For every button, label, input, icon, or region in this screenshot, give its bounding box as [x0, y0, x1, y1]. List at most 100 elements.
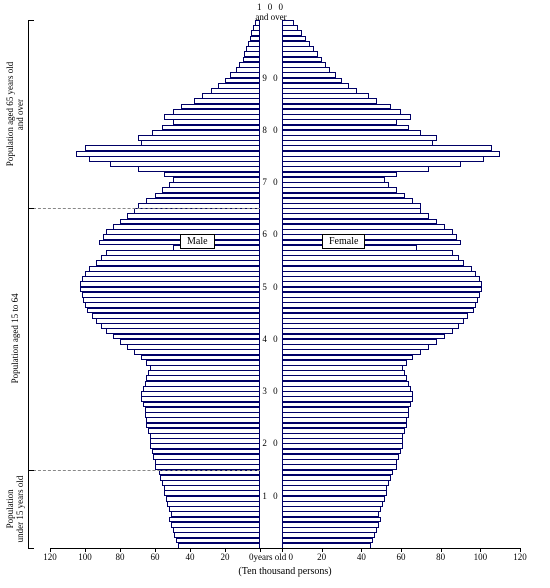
female-bar	[282, 292, 480, 298]
male-bar	[148, 370, 260, 376]
female-bar	[282, 271, 476, 277]
female-bar	[282, 334, 445, 340]
female-bar	[282, 302, 476, 308]
female-bar	[282, 349, 421, 355]
male-bar	[143, 386, 260, 392]
x-tick-label: 80	[436, 552, 445, 562]
male-bar	[173, 527, 261, 533]
male-bar	[243, 57, 261, 63]
male-bar	[150, 433, 260, 439]
male-bar	[244, 51, 260, 57]
female-bar	[282, 381, 409, 387]
female-bar	[282, 375, 407, 381]
female-bar	[282, 412, 409, 418]
female-bar	[282, 213, 429, 219]
x-tick-label: 40	[357, 552, 366, 562]
female-bar	[282, 423, 407, 429]
male-bar	[85, 271, 260, 277]
y-top-label: 1 0 0	[257, 2, 285, 12]
female-bar	[282, 177, 385, 183]
male-bar	[250, 36, 261, 42]
male-bar	[150, 443, 260, 449]
male-bar	[145, 412, 261, 418]
female-bar	[282, 370, 405, 376]
female-bar	[282, 438, 403, 444]
x-tick-label: 20	[317, 552, 326, 562]
female-bar	[282, 145, 492, 151]
female-bar	[282, 30, 302, 36]
female-bar	[282, 355, 413, 361]
female-bar	[282, 172, 397, 178]
female-bar	[282, 417, 407, 423]
female-bar	[282, 250, 453, 256]
female-bar	[282, 517, 381, 523]
female-bar	[282, 62, 326, 68]
female-bar	[282, 166, 429, 172]
male-bar	[87, 308, 260, 314]
male-bar	[218, 83, 260, 89]
male-bar	[251, 30, 260, 36]
male-bar	[83, 297, 260, 303]
female-label: Female	[322, 234, 365, 249]
male-bar	[141, 391, 260, 397]
female-bar	[282, 443, 403, 449]
group-divider	[28, 470, 260, 472]
female-bar	[282, 125, 409, 131]
female-bar	[282, 114, 411, 120]
male-bar	[82, 292, 261, 298]
female-bar	[282, 98, 377, 104]
male-bar	[96, 318, 261, 324]
male-bar	[146, 417, 260, 423]
female-bar	[282, 130, 421, 136]
male-bar	[173, 119, 261, 125]
male-bar	[194, 98, 261, 104]
male-bar	[176, 538, 260, 544]
female-bar	[282, 276, 480, 282]
female-bar	[282, 229, 453, 235]
female-bar	[282, 224, 445, 230]
y-tick-label: 9 0	[262, 73, 279, 83]
female-bar	[282, 318, 464, 324]
male-bar	[89, 266, 261, 272]
male-bar	[153, 454, 260, 460]
male-bar	[230, 72, 260, 78]
x-tick-label: 40	[186, 552, 195, 562]
female-bar	[282, 532, 375, 538]
female-bar	[282, 57, 322, 63]
female-bar	[282, 506, 381, 512]
female-bar	[282, 119, 397, 125]
female-bar	[282, 475, 391, 481]
female-bar	[282, 140, 433, 146]
male-bar	[162, 187, 260, 193]
male-bar	[145, 381, 261, 387]
group-bracket	[28, 20, 29, 208]
male-bar	[202, 93, 260, 99]
female-bar	[282, 25, 298, 31]
male-bar	[134, 349, 260, 355]
male-bar	[92, 313, 260, 319]
female-bar	[282, 470, 393, 476]
male-bar	[141, 140, 260, 146]
female-bar	[282, 360, 407, 366]
male-bar	[236, 67, 261, 73]
male-bar	[106, 328, 260, 334]
female-bar	[282, 51, 318, 57]
female-bar	[282, 402, 411, 408]
female-bar	[282, 88, 357, 94]
female-bar	[282, 313, 468, 319]
male-bar	[145, 407, 261, 413]
male-bar	[164, 114, 260, 120]
female-bar	[282, 391, 413, 397]
male-bar	[113, 334, 260, 340]
x-tick-label: 120	[513, 552, 527, 562]
male-bar	[152, 130, 261, 136]
group-divider	[28, 208, 260, 210]
male-bar	[138, 166, 261, 172]
x-tick-label: 100	[474, 552, 488, 562]
female-bar	[282, 72, 336, 78]
female-bar	[282, 83, 349, 89]
male-bar	[148, 428, 260, 434]
female-bar	[282, 93, 369, 99]
male-bar	[152, 449, 261, 455]
x-axis-title: (Ten thousand persons)	[238, 566, 331, 577]
